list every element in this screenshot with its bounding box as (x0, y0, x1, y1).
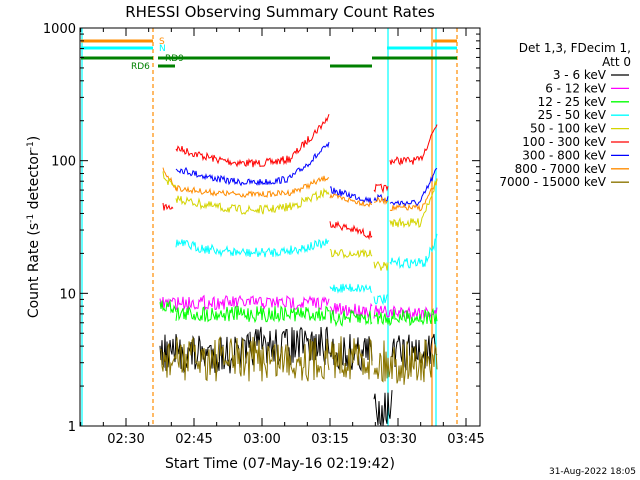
flag-s-label: S (159, 37, 165, 47)
y-label-sup2: -1 (26, 141, 36, 150)
flag-rd6-label: RD6 (131, 62, 150, 72)
y-tick-label: 100 (51, 155, 76, 170)
series-12-25-kev (159, 299, 438, 327)
legend-header-line2: Att 0 (602, 55, 631, 69)
series-300-800-kev (175, 141, 438, 208)
legend-label: 300 - 800 keV (522, 148, 606, 162)
legend-label: 50 - 100 keV (530, 122, 607, 136)
legend-label: 7000 - 15000 keV (499, 175, 606, 189)
x-tick-label: 03:30 (379, 432, 416, 447)
y-label-mid: detector (26, 150, 42, 214)
x-tick-label: 02:45 (175, 432, 212, 447)
x-tick-label: 02:30 (107, 432, 144, 447)
y-axis-label: Count Rate (s-1 detector-1) (26, 136, 42, 318)
legend-label: 12 - 25 keV (538, 95, 607, 109)
series-100-300-kev (162, 114, 438, 241)
timestamp: 31-Aug-2022 18:05 (549, 467, 636, 477)
series-50-100-kev (162, 171, 438, 271)
flag-n-label: N (159, 44, 166, 54)
chart-title: RHESSI Observing Summary Count Rates (125, 3, 435, 21)
y-tick-label: 10 (59, 287, 76, 302)
y-label-main: Count Rate (s (26, 223, 42, 318)
legend-label: 3 - 6 keV (553, 68, 607, 82)
series-800-7000-kev (162, 167, 438, 212)
legend-label: 25 - 50 keV (538, 108, 607, 122)
plot-frame (79, 27, 481, 427)
x-axis-label: Start Time (07-May-16 02:19:42) (165, 456, 395, 472)
legend-label: 800 - 7000 keV (515, 162, 607, 176)
legend-label: 100 - 300 keV (522, 135, 606, 149)
legend-header-line1: Det 1,3, FDecim 1, (519, 41, 631, 55)
y-label-sup1: -1 (26, 214, 36, 223)
series-3-6-kev (159, 326, 438, 427)
y-tick-label: 1 (68, 420, 76, 435)
y-label-end: ) (26, 136, 42, 141)
x-tick-label: 03:00 (243, 432, 280, 447)
x-tick-label: 03:45 (447, 432, 484, 447)
series-25-50-kev (175, 233, 438, 306)
series-7000-15000-kev (159, 335, 438, 385)
legend-label: 6 - 12 keV (545, 81, 607, 95)
flag-rd9-label: RD9 (165, 54, 184, 64)
x-tick-label: 03:15 (311, 432, 348, 447)
x-axis: 02:30 02:45 03:00 03:15 03:30 03:45 (80, 28, 485, 447)
y-tick-label: 1000 (43, 22, 76, 37)
y-axis: 1 10 100 1000 (43, 22, 480, 435)
